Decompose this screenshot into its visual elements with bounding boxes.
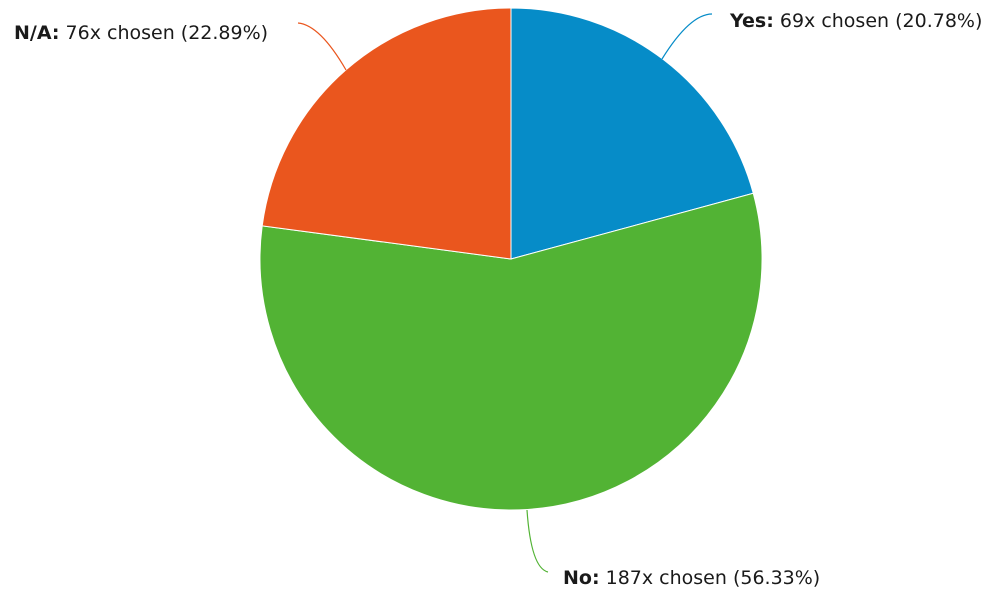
pie-slice-na (261, 7, 512, 260)
data-label-no-detail: 187x chosen (56.33%) (606, 567, 821, 589)
data-label-no: No: 187x chosen (56.33%) (563, 567, 820, 589)
leader-line-yes (661, 13, 713, 60)
data-label-na-name: N/A: (14, 22, 60, 44)
pie-slices (259, 7, 763, 511)
leader-lines (297, 13, 713, 573)
data-label-yes-name: Yes: (729, 10, 774, 32)
data-label-na-detail: 76x chosen (22.89%) (66, 22, 269, 44)
leader-line-no (526, 509, 549, 573)
leader-line-na (297, 22, 347, 71)
data-label-na: N/A: 76x chosen (22.89%) (14, 22, 268, 44)
pie-slice-yes (510, 7, 754, 260)
data-label-no-name: No: (563, 567, 600, 589)
data-label-yes: Yes: 69x chosen (20.78%) (729, 10, 982, 32)
data-label-yes-detail: 69x chosen (20.78%) (780, 10, 983, 32)
pie-slice-no (259, 192, 763, 511)
